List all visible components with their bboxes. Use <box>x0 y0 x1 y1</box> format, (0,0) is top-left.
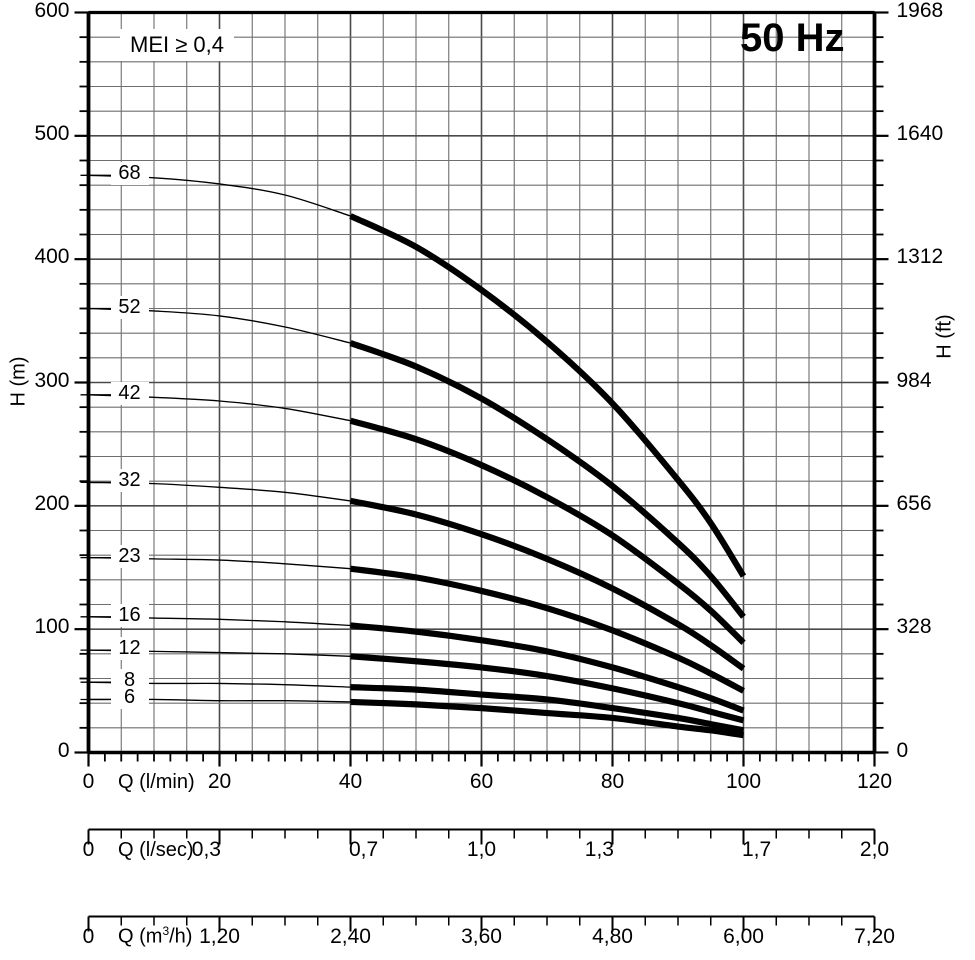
y-axis-left-label: 600 <box>34 0 70 22</box>
q-m3h-ruler <box>87 915 876 932</box>
x-axis-m3h-label: 0 <box>82 925 95 948</box>
x-axis-lsec-label: 0,3 <box>191 838 221 861</box>
curve-label-8: 8 <box>110 669 149 693</box>
y-axis-left-label: 500 <box>34 121 70 145</box>
curve-label-6: 6 <box>110 686 149 710</box>
y-axis-right-label: 1312 <box>896 245 944 269</box>
y-axis-left-label: 0 <box>57 738 70 762</box>
y-axis-right-label: 1640 <box>896 121 944 145</box>
curve-label-42: 42 <box>110 381 149 405</box>
y-axis-left-label: 300 <box>34 368 70 392</box>
curve-thick-8 <box>350 684 745 734</box>
x-axis-m3h-label: 2,40 <box>330 925 371 948</box>
x-axis-lmin-label: 120 <box>856 770 893 793</box>
x-axis-lsec-label: 1,0 <box>466 838 497 861</box>
x-axis-lsec-label: 2,0 <box>859 838 890 861</box>
curve-label-32: 32 <box>110 469 149 493</box>
curve-thick-6 <box>350 698 744 739</box>
curve-label-52: 52 <box>110 295 149 319</box>
x-axis-m3h-label: 7,20 <box>854 925 895 948</box>
y-axis-right-label: 328 <box>896 615 932 639</box>
x-axis-lsec-label: 1,3 <box>584 838 614 861</box>
horizontal-gridlines <box>88 11 875 754</box>
x-axis-lmin-label: 0 <box>82 770 95 793</box>
x-axis-lmin-label: 40 <box>338 770 363 793</box>
curve-label-12: 12 <box>110 637 149 661</box>
frequency-badge: 50 Hz <box>740 16 845 60</box>
x-axis-m3h-label: 1,20 <box>199 925 240 948</box>
y-axis-left-title: H (m) <box>7 356 30 407</box>
y-axis-ticks <box>74 11 889 754</box>
x-axis-m3h-label: 6,00 <box>723 925 764 948</box>
x-axis-lsec-label: 0,7 <box>348 838 379 861</box>
x-axis-lsec-label: 0 <box>82 838 95 861</box>
x-axis-m3h-label: 4,80 <box>592 925 633 948</box>
y-axis-left-label: 400 <box>34 245 70 269</box>
curve-label-16: 16 <box>110 603 149 627</box>
curve-thick-42 <box>349 417 746 645</box>
curves <box>80 174 747 739</box>
curve-thick-52 <box>349 340 746 619</box>
x-axis-lmin-title: Q (l/min) <box>118 771 195 793</box>
x-axis-lsec-label: 1,7 <box>741 838 772 861</box>
y-axis-right-label: 656 <box>896 491 932 515</box>
y-axis-right-title: H (ft) <box>933 314 956 359</box>
y-axis-right-label: 984 <box>896 368 932 392</box>
curve-thick-68 <box>349 213 747 578</box>
x-axis-lsec-title: Q (l/sec) <box>118 839 194 861</box>
y-axis-left-label: 100 <box>34 615 70 639</box>
x-axis-lmin-label: 20 <box>207 770 232 793</box>
x-axis-m3h-title: Q (m3/h) <box>118 924 193 948</box>
x-axis-lmin-label: 100 <box>725 770 762 793</box>
y-axis-right-label: 1968 <box>896 0 944 22</box>
curve-thick-32 <box>349 497 746 672</box>
curve-thick-12 <box>350 653 745 724</box>
curve-label-23: 23 <box>110 544 149 568</box>
curve-thick-16 <box>350 622 745 714</box>
curve-label-68: 68 <box>110 162 149 186</box>
x-axis-m3h-label: 3,60 <box>461 925 502 948</box>
x-axis-ticks <box>87 752 876 767</box>
y-axis-right-label: 0 <box>896 738 909 762</box>
x-axis-lmin-label: 80 <box>600 770 625 793</box>
q-lsec-ruler <box>87 828 876 845</box>
x-axis-lmin-label: 60 <box>469 770 494 793</box>
curve-thick-23 <box>350 565 745 694</box>
mei-annotation: MEI ≥ 0,4 <box>120 29 234 61</box>
y-axis-left-label: 200 <box>34 491 70 515</box>
